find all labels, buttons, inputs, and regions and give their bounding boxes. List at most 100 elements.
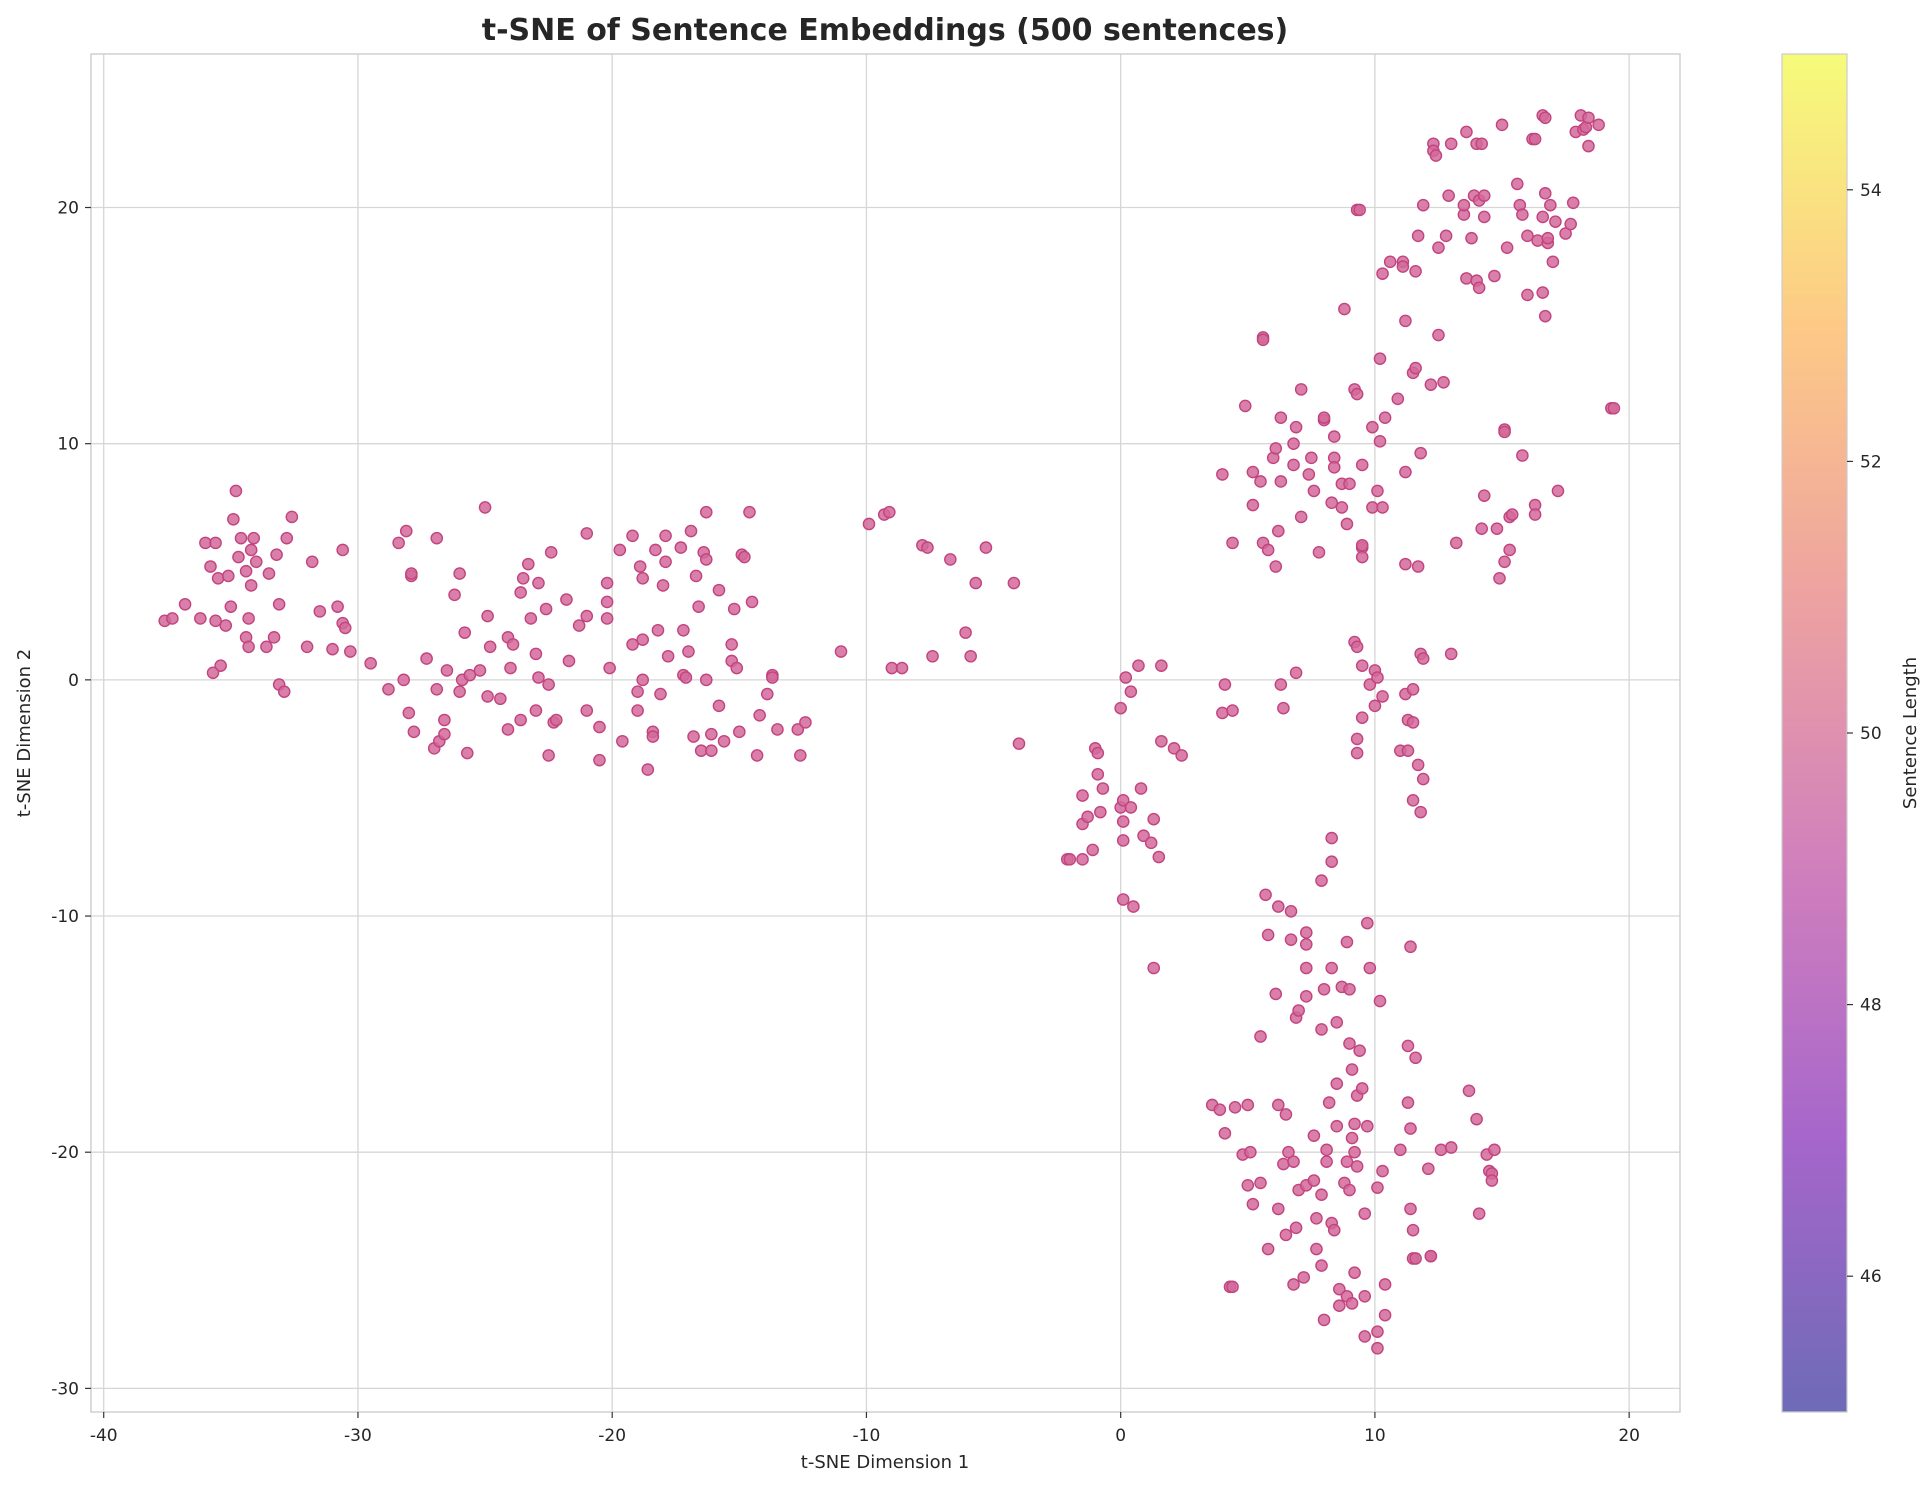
colorbar-tick-label: 46	[1860, 1267, 1882, 1287]
data-point	[1371, 1325, 1384, 1339]
data-point	[1559, 227, 1572, 240]
data-point	[1338, 302, 1351, 316]
data-point	[1137, 829, 1150, 843]
data-point	[1299, 961, 1313, 975]
data-point	[1340, 1155, 1354, 1168]
data-point	[1012, 737, 1026, 750]
data-point	[516, 572, 530, 585]
data-point	[750, 749, 764, 762]
data-point	[921, 541, 934, 554]
data-point	[1327, 1223, 1341, 1237]
data-point	[1411, 758, 1425, 772]
data-point	[738, 550, 751, 564]
data-point	[631, 704, 644, 717]
data-point	[1399, 314, 1412, 328]
data-point	[633, 560, 647, 573]
data-point	[1485, 1174, 1499, 1187]
data-point	[1416, 772, 1430, 786]
data-point	[473, 664, 487, 677]
data-point	[1274, 411, 1288, 425]
data-point	[1409, 361, 1422, 375]
data-point	[1216, 706, 1229, 720]
data-point	[1320, 1143, 1333, 1157]
data-point	[1411, 229, 1425, 243]
data-point	[1424, 378, 1438, 391]
data-point	[1256, 333, 1270, 347]
data-point	[1401, 1096, 1415, 1109]
data-point	[1147, 812, 1161, 826]
data-point	[1244, 1145, 1257, 1159]
data-point	[1477, 189, 1491, 203]
data-point	[674, 541, 688, 554]
data-point	[1119, 671, 1133, 684]
data-point	[544, 546, 558, 559]
data-point	[1241, 1098, 1255, 1112]
data-point	[1411, 560, 1425, 573]
y-tick-label: -10	[51, 907, 79, 927]
data-point	[1063, 853, 1077, 866]
data-point	[209, 614, 222, 628]
x-tick-label: 10	[1364, 1426, 1386, 1446]
data-point	[430, 531, 444, 545]
data-point	[1259, 888, 1272, 902]
data-point	[659, 529, 672, 543]
data-point	[1363, 678, 1377, 691]
data-point	[1404, 940, 1417, 954]
data-point	[1358, 1207, 1372, 1220]
data-point	[1315, 874, 1328, 887]
data-point	[532, 576, 545, 590]
data-point	[580, 609, 594, 623]
data-point	[1289, 420, 1303, 434]
x-tick-label: -40	[90, 1426, 118, 1446]
data-point	[1124, 685, 1138, 698]
data-point	[1409, 1051, 1422, 1065]
data-point	[1116, 815, 1130, 828]
data-point	[514, 713, 527, 727]
data-point	[1472, 281, 1486, 295]
data-point	[364, 657, 377, 670]
data-point	[532, 671, 545, 684]
data-point	[1345, 1063, 1359, 1076]
data-point	[430, 683, 444, 696]
data-point	[677, 623, 690, 637]
data-point	[1144, 836, 1158, 850]
data-point	[699, 505, 713, 519]
data-point	[542, 678, 555, 691]
data-point	[1096, 782, 1110, 795]
data-point	[649, 543, 662, 557]
data-point	[1582, 139, 1595, 153]
data-point	[1475, 522, 1488, 536]
data-point	[242, 612, 255, 625]
data-point	[1348, 1117, 1361, 1131]
data-point	[684, 524, 698, 538]
data-point	[1376, 690, 1389, 703]
data-point	[204, 560, 217, 573]
data-point	[616, 734, 629, 748]
data-point	[1406, 794, 1420, 807]
data-point	[1348, 1145, 1361, 1159]
data-point	[1299, 926, 1313, 939]
data-point	[733, 725, 746, 739]
data-point	[1254, 1176, 1267, 1190]
data-point	[1226, 1280, 1239, 1294]
data-point	[1391, 392, 1405, 406]
data-point	[1449, 536, 1463, 550]
data-point	[1549, 215, 1562, 228]
data-point	[194, 612, 207, 625]
data-point	[211, 572, 225, 585]
data-point	[1091, 768, 1105, 781]
data-point	[1254, 1030, 1267, 1043]
data-point	[959, 626, 972, 639]
data-point	[1546, 255, 1560, 269]
data-point	[521, 557, 535, 571]
data-point	[1261, 543, 1275, 557]
data-point	[300, 640, 314, 654]
data-point	[1353, 1044, 1366, 1057]
data-point	[1294, 510, 1308, 524]
data-point	[1297, 1271, 1311, 1284]
data-point	[1399, 557, 1412, 571]
data-point	[448, 588, 461, 602]
data-point	[529, 647, 543, 661]
data-point	[1396, 260, 1410, 273]
